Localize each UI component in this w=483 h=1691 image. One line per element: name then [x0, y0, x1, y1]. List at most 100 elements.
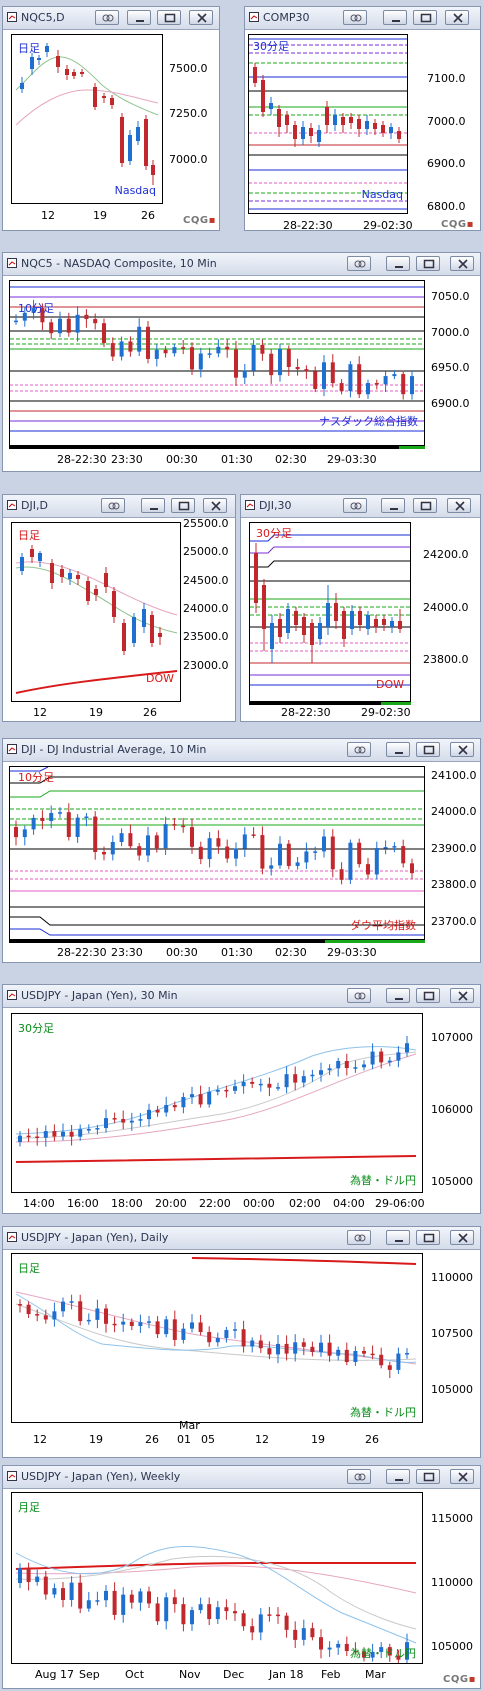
x-tick-label: Sep [79, 1668, 100, 1681]
minimize-button[interactable] [383, 10, 407, 25]
window-usdjpy-weekly[interactable]: USDJPY - Japan (Yen), Weekly 月足 為替・ドル円 1… [2, 1465, 481, 1689]
window-usdjpy-30min[interactable]: USDJPY - Japan (Yen), 30 Min 30分足 為替・ドル円… [2, 984, 481, 1214]
link-button[interactable] [343, 498, 367, 513]
titlebar[interactable]: DJI,30 [241, 495, 480, 518]
candle-body [366, 864, 370, 875]
maximize-button[interactable] [416, 256, 440, 271]
candle-body [121, 1594, 126, 1615]
window-nq-10min[interactable]: NQC5 - NASDAQ Composite, 10 Min [2, 252, 481, 472]
y-tick-label: 23800.0 [431, 878, 477, 891]
close-button[interactable] [450, 1469, 474, 1484]
candles [18, 1294, 409, 1379]
candle-body [401, 374, 406, 395]
close-button[interactable] [450, 742, 474, 757]
price-chart[interactable]: 10分足 ナスダック総合指数 [9, 280, 425, 446]
window-dji-30[interactable]: DJI,30 [240, 494, 481, 722]
link-button[interactable] [101, 498, 125, 513]
x-tick-label: Aug 17 [35, 1668, 74, 1681]
window-dji-daily[interactable]: DJI,D [2, 494, 236, 722]
candle-body [301, 1628, 306, 1640]
window-nq-daily[interactable]: NQC5,D [2, 6, 220, 231]
price-chart[interactable]: 10分足 ダウ平均指数 [9, 766, 425, 940]
minimize-button[interactable] [141, 498, 165, 513]
candle-body [86, 1129, 91, 1131]
candle-body [276, 1343, 280, 1355]
minimize-button[interactable] [386, 1469, 410, 1484]
link-button[interactable] [347, 742, 371, 757]
candle-body [78, 1129, 83, 1137]
x-tick-label: Jan 18 [269, 1668, 304, 1681]
chart-window-icon [245, 500, 255, 510]
candle-body [319, 1637, 323, 1650]
minimize-button[interactable] [386, 988, 410, 1003]
session-bar-current [399, 446, 425, 449]
candle-body [31, 817, 36, 830]
link-button[interactable] [347, 988, 371, 1003]
candle-body [251, 344, 256, 371]
titlebar[interactable]: DJI,D [3, 495, 235, 518]
candle-body [276, 1614, 280, 1617]
minimize-button[interactable] [386, 1230, 410, 1245]
price-chart[interactable]: 30分足 DOW [249, 522, 411, 702]
close-button[interactable] [450, 256, 474, 271]
close-button[interactable] [447, 498, 471, 513]
candle-body [190, 1094, 194, 1098]
candle-body [293, 1074, 298, 1083]
close-button[interactable] [189, 10, 213, 25]
price-chart[interactable]: 30分足 Nasdaq [248, 34, 408, 214]
candle-body [137, 326, 142, 352]
maximize-button[interactable] [413, 10, 437, 25]
candle-body [146, 326, 150, 359]
titlebar[interactable]: USDJPY - Japan (Yen), Daily [3, 1227, 480, 1250]
close-button[interactable] [445, 10, 469, 25]
chart-window-icon [7, 744, 17, 754]
link-button[interactable] [343, 10, 367, 25]
maximize-button[interactable] [416, 742, 440, 757]
link-button[interactable] [347, 1469, 371, 1484]
candle-body [26, 1135, 31, 1138]
titlebar[interactable]: USDJPY - Japan (Yen), Weekly [3, 1466, 480, 1489]
price-chart[interactable]: 月足 為替・ドル円 [11, 1492, 423, 1664]
candles [20, 545, 162, 655]
titlebar[interactable]: NQC5 - NASDAQ Composite, 10 Min [3, 253, 480, 276]
window-dji-10min[interactable]: DJI - DJ Industrial Average, 10 Min [2, 738, 481, 963]
instrument-name-label: 為替・ドル円 [350, 1647, 416, 1660]
maximize-button[interactable] [157, 10, 181, 25]
candle-body [348, 842, 353, 880]
link-button[interactable] [347, 256, 371, 271]
price-chart[interactable]: 日足 為替・ドル円 [11, 1253, 423, 1423]
window-comp-30[interactable]: COMP30 [244, 6, 481, 231]
y-tick-label: 115000 [431, 1512, 473, 1525]
close-button[interactable] [450, 1230, 474, 1245]
titlebar[interactable]: DJI - DJ Industrial Average, 10 Min [3, 739, 480, 762]
titlebar[interactable]: USDJPY - Japan (Yen), 30 Min [3, 985, 480, 1008]
close-button[interactable] [203, 498, 227, 513]
candles [18, 1562, 409, 1663]
link-button[interactable] [347, 1230, 371, 1245]
maximize-button[interactable] [171, 498, 195, 513]
maximize-button[interactable] [416, 1469, 440, 1484]
maximize-button[interactable] [416, 1230, 440, 1245]
candle-body [163, 824, 168, 849]
candle-body [344, 1349, 349, 1362]
maximize-button[interactable] [416, 988, 440, 1003]
minimize-button[interactable] [386, 256, 410, 271]
price-chart[interactable]: 30分足 為替・ドル円 [11, 1013, 423, 1193]
window-usdjpy-daily[interactable]: USDJPY - Japan (Yen), Daily 日足 為替・ドル円 11… [2, 1226, 481, 1458]
candle-body [357, 364, 362, 395]
minimize-button[interactable] [386, 742, 410, 757]
price-chart[interactable]: 日足 Nasdaq [11, 34, 163, 204]
y-tick-label: 6950.0 [431, 361, 470, 374]
candle-body [86, 1319, 91, 1322]
candle-body [362, 1064, 366, 1068]
minimize-button[interactable] [381, 498, 405, 513]
titlebar[interactable]: NQC5,D [3, 7, 219, 30]
close-button[interactable] [450, 988, 474, 1003]
maximize-button[interactable] [413, 498, 437, 513]
minimize-button[interactable] [127, 10, 151, 25]
x-tick-label: Nov [179, 1668, 201, 1681]
window-title: USDJPY - Japan (Yen), Weekly [21, 1470, 181, 1483]
link-button[interactable] [95, 10, 119, 25]
titlebar[interactable]: COMP30 [245, 7, 480, 30]
price-chart[interactable]: 日足 DOW [11, 522, 181, 702]
